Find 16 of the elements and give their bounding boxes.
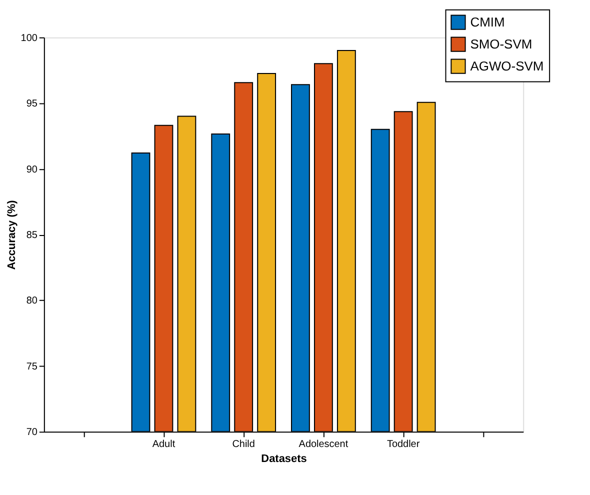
legend-label: SMO-SVM (470, 36, 532, 52)
y-tick-label: 75 (26, 361, 38, 372)
x-tick-label: Adult (152, 439, 176, 450)
y-tick-label: 100 (20, 32, 38, 44)
y-tick-label: 90 (26, 164, 38, 176)
legend-label: AGWO-SVM (470, 58, 544, 74)
x-tick-label: Toddler (386, 439, 420, 450)
y-tick-label: 95 (26, 98, 38, 110)
x-axis-title: Datasets (261, 453, 307, 466)
legend-label: CMIM (470, 14, 505, 30)
y-tick-label: 70 (26, 427, 38, 438)
x-tick-label: Child (232, 439, 255, 450)
x-tick-label: Adolescent (298, 439, 348, 450)
y-tick-label: 80 (26, 296, 38, 307)
y-tick-label: 85 (26, 230, 38, 241)
y-axis-title: Accuracy (%) (6, 200, 18, 270)
